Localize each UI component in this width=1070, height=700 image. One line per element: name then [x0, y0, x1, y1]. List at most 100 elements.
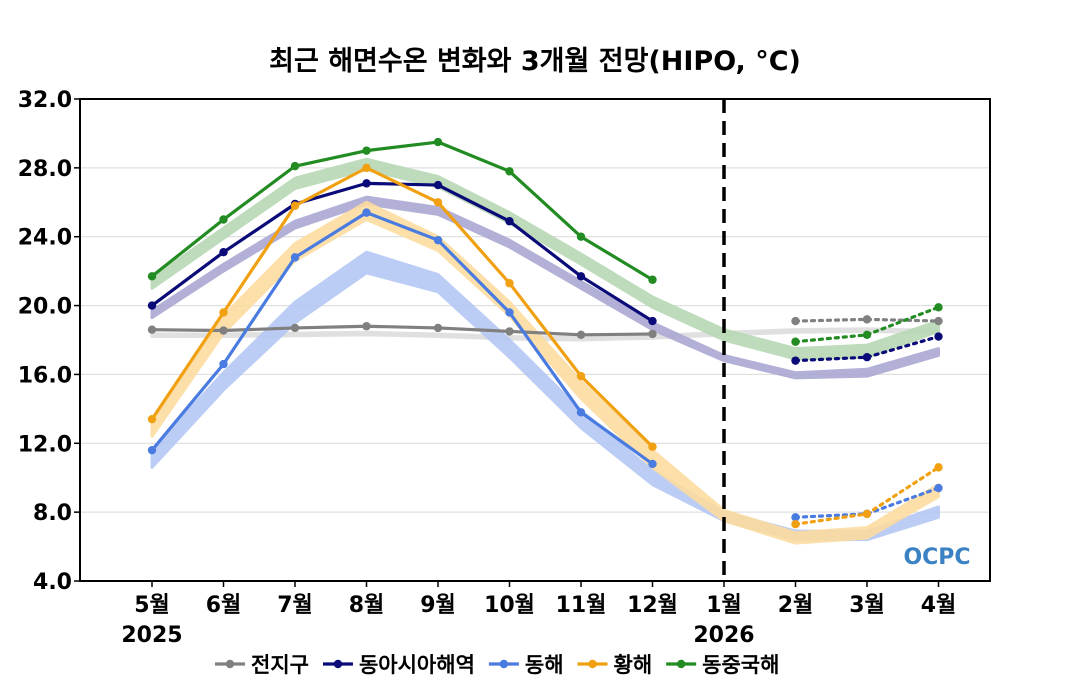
observed-point [147, 272, 157, 281]
y-tick-label: 8.0 [33, 501, 72, 526]
forecast-point [934, 483, 943, 493]
legend-marker [499, 659, 509, 669]
y-tick-label: 16.0 [18, 363, 72, 388]
forecast-point [791, 513, 800, 522]
observed-point [505, 167, 514, 176]
forecast-point [791, 519, 800, 529]
observed-line [151, 324, 653, 337]
series-동해 [147, 208, 943, 522]
legend-item: 동아시아해역 [322, 653, 475, 677]
series-동중국해 [147, 137, 943, 346]
forecast-point [791, 337, 800, 346]
observed-point [147, 414, 157, 424]
y-tick-label: 24.0 [18, 226, 72, 251]
year-label: 2025 [121, 623, 182, 648]
legend-label: 동해 [525, 653, 564, 677]
climatology-bands [150, 157, 940, 545]
observed-point [362, 179, 371, 188]
observed-point [290, 161, 300, 171]
observed-line [150, 166, 654, 448]
x-tick-label: 3월 [849, 593, 885, 618]
x-tick-label: 7월 [277, 593, 313, 618]
legend-marker [225, 659, 235, 669]
x-tick-label: 2월 [778, 593, 814, 618]
legend-label: 전지구 [251, 653, 309, 677]
observed-point [290, 201, 300, 210]
observed-point [290, 253, 300, 262]
x-tick-label: 5월 [134, 593, 170, 618]
legend-marker [588, 659, 597, 669]
observed-point [219, 326, 228, 335]
observed-point [290, 323, 300, 333]
forecast-point [862, 353, 872, 362]
observed-point [147, 445, 157, 455]
forecast-point [791, 316, 800, 326]
climatology-band-동해 [150, 250, 940, 542]
forecast-point [862, 330, 872, 340]
observed-point [433, 137, 443, 147]
observed-point [576, 371, 586, 381]
observed-point [576, 272, 586, 281]
observed-point [648, 329, 657, 339]
year-label: 2026 [693, 623, 754, 648]
legend-item: 황해 [577, 653, 653, 677]
legend-item: 전지구 [215, 653, 309, 677]
x-tick-label: 8월 [349, 593, 385, 618]
series-전지구 [147, 315, 943, 340]
forecast-point [934, 463, 943, 472]
observed-point [433, 235, 443, 245]
legend-item: 동해 [488, 653, 564, 677]
x-tick-label: 10월 [484, 593, 535, 618]
observed-point [648, 316, 657, 326]
x-tick-label: 11월 [556, 593, 607, 618]
x-tick-label: 1월 [706, 593, 742, 618]
observed-point [362, 208, 371, 217]
observed-point [362, 163, 371, 173]
x-tick-label: 9월 [420, 593, 456, 618]
observed-point [505, 308, 514, 317]
observed-point [362, 146, 371, 155]
observed-line [150, 211, 654, 466]
ocpc-logo: OCPC [903, 545, 970, 570]
forecast-point [862, 315, 872, 324]
observed-point [505, 327, 514, 336]
observed-point [219, 308, 228, 317]
plot-frame [79, 98, 991, 582]
observed-point [648, 459, 657, 469]
observed-point [219, 359, 228, 369]
observed-point [505, 278, 514, 288]
observed-line [151, 140, 654, 282]
series-황해 [147, 163, 943, 529]
legend-item: 동중국해 [666, 653, 779, 677]
legend-label: 동아시아해역 [359, 653, 475, 677]
observed-point [147, 301, 157, 310]
observed-point [648, 442, 657, 451]
legend-marker [676, 659, 686, 669]
x-tick-label: 4월 [921, 593, 957, 618]
observed-point [648, 275, 657, 284]
observed-point [433, 198, 443, 207]
observed-point [219, 248, 228, 257]
y-tick-label: 20.0 [18, 295, 72, 320]
legend-label: 황해 [614, 653, 653, 677]
observed-point [362, 322, 371, 331]
forecast-point [791, 356, 800, 365]
observed-point [433, 180, 443, 190]
y-tick-label: 12.0 [18, 432, 72, 457]
observed-point [219, 215, 228, 224]
forecast-point [934, 316, 943, 326]
observed-point [433, 323, 443, 333]
chart-title: 최근 해면수온 변화와 3개월 전망(HIPO, °C) [269, 46, 801, 77]
observed-point [505, 217, 514, 226]
observed-point [576, 408, 586, 417]
legend-label: 동중국해 [702, 653, 779, 677]
x-tick-label: 6월 [206, 593, 242, 618]
observed-point [576, 232, 586, 241]
observed-point [576, 330, 586, 340]
forecast-point [862, 509, 872, 519]
y-tick-label: 32.0 [18, 88, 72, 113]
y-tick-label: 4.0 [33, 570, 72, 595]
forecast-point [934, 303, 943, 312]
